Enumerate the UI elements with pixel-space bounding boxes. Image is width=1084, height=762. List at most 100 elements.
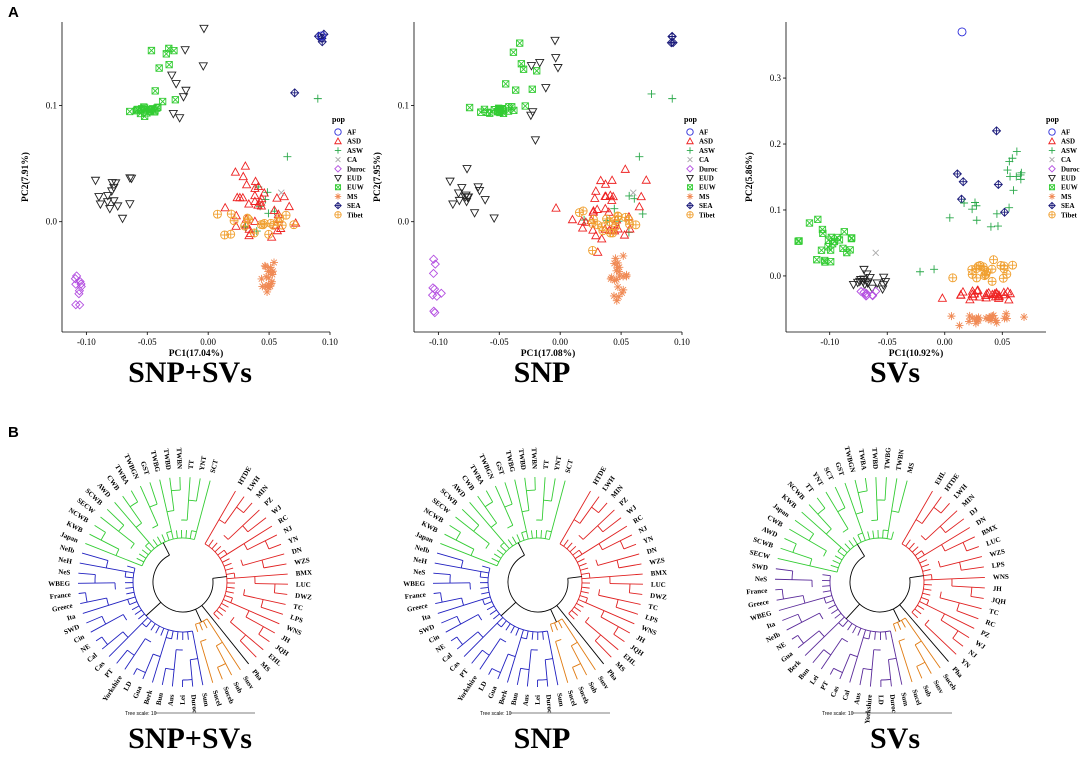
branch [888,659,892,687]
branch [855,511,863,515]
tree-leaf-label: Ita [766,620,777,631]
point-asd [577,216,587,225]
tree-leaf-label: Cal [86,651,99,664]
legend-label-duroc: Duroc [1061,165,1080,173]
point-asd [980,290,991,299]
branch [445,614,479,633]
branch [952,630,959,639]
point-asw [930,265,939,274]
legend-label-duroc: Duroc [347,165,366,173]
legend-marker-euw [334,184,342,191]
point-asw [968,205,977,214]
tree-scale-label: Tree scale: 10 [125,711,157,717]
point-asd [593,247,603,256]
branch [582,509,615,540]
branch [213,620,220,628]
point-duroc [856,286,866,297]
branch [891,510,899,513]
x-axis-label: PC1(10.92%) [889,348,944,359]
point-asw [970,198,979,207]
point-eud [852,278,863,288]
branch [485,543,490,549]
branch [600,616,631,634]
legend-marker-tibet [334,211,342,219]
branch [817,507,826,515]
branch [922,592,931,596]
point-eud [198,62,209,71]
tree-leaf-label: SCT [209,458,220,474]
point-ms [613,258,622,267]
branch [838,616,845,623]
y-tick-label: 0.1 [398,101,409,111]
branch [857,534,862,543]
branch [242,553,285,566]
branch [473,524,480,532]
branch [165,629,169,638]
branch [202,620,208,629]
point-tibet [226,209,236,219]
point-duroc [71,279,81,289]
branch [777,557,830,571]
branch [925,510,958,541]
point-euw [477,108,485,116]
branch [141,617,149,624]
branch [526,531,529,540]
point-asd [600,191,610,200]
x-tick-label: -0.10 [820,337,839,347]
tree-leaf-label: TWBG [504,450,517,474]
branch [823,550,827,557]
branch [204,536,210,545]
legend-label-sea: SEA [1061,202,1075,210]
tree-leaf-label: NE [79,642,92,654]
branch [245,616,276,634]
branch [559,536,565,545]
branch [956,602,960,611]
branch [485,490,494,503]
point-asw [1003,166,1012,175]
tree-leaf-label: Cas [829,685,841,699]
branch [126,591,135,595]
point-tibet [624,215,633,224]
branch [598,543,603,550]
tree-leaf-label: Aus [853,692,863,705]
branch [122,495,142,524]
branch [218,626,250,665]
legend-label-tibet: Tibet [1061,211,1077,219]
branch [804,622,839,656]
branch [834,612,842,619]
branch [100,516,135,544]
branch [842,528,849,533]
branch [526,649,532,687]
branch [829,668,835,675]
branch [862,532,866,541]
point-euw [840,228,848,236]
point-euw [848,234,856,242]
branch [86,615,103,624]
branch [550,624,554,632]
branch [966,546,979,552]
point-ms [270,258,279,267]
branch [124,571,127,578]
x-axis-label: PC1(17.08%) [521,348,576,359]
branch [166,530,172,534]
branch [230,616,235,623]
root-branch [556,605,570,622]
tree-leaf-label: MS [906,462,916,474]
branch [497,653,509,680]
branch [78,592,86,594]
branch [477,614,483,621]
branch [482,596,491,600]
branch [274,592,288,595]
clade-arc [487,568,548,633]
point-af [957,27,967,37]
branch [883,529,889,532]
branch [138,553,147,559]
point-asd [259,187,269,197]
legend-marker-asd [686,137,694,145]
branch [226,525,273,555]
branch [208,490,236,538]
point-asd [600,179,611,188]
point-tibet [972,273,982,283]
point-asw [635,152,644,161]
